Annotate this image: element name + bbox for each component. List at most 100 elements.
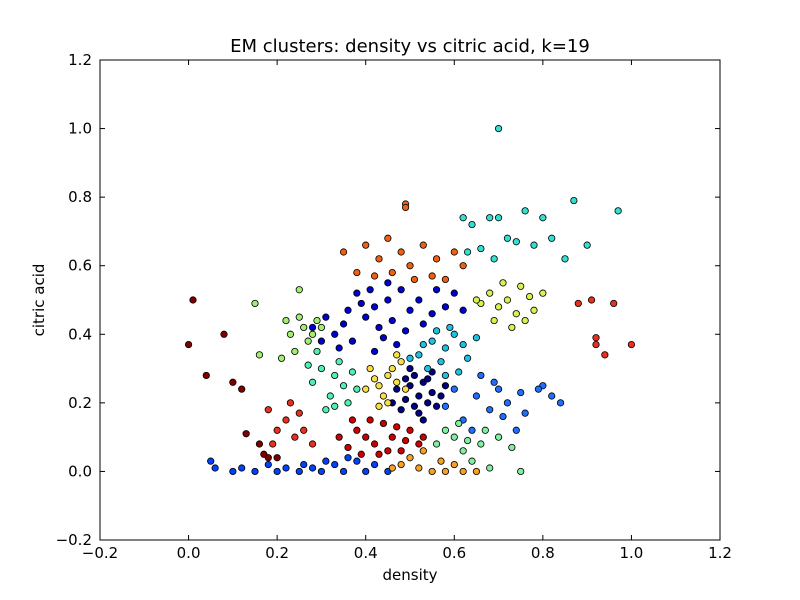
data-point xyxy=(539,289,547,297)
data-point xyxy=(229,467,237,476)
data-point xyxy=(450,385,458,393)
data-point xyxy=(317,467,326,476)
data-point xyxy=(344,399,352,407)
data-point xyxy=(393,340,401,349)
data-point xyxy=(295,467,303,476)
data-point xyxy=(282,464,290,472)
data-point xyxy=(494,214,503,222)
data-point xyxy=(335,358,343,366)
data-point xyxy=(370,347,379,356)
data-point xyxy=(317,364,326,373)
data-point xyxy=(401,375,410,383)
data-point xyxy=(446,323,454,332)
data-point xyxy=(419,447,427,455)
data-point xyxy=(455,419,463,428)
data-point xyxy=(326,392,334,400)
data-point xyxy=(291,347,299,356)
data-point xyxy=(313,347,321,356)
data-point xyxy=(481,426,489,434)
data-point xyxy=(362,467,370,476)
data-point xyxy=(357,450,365,458)
data-point xyxy=(468,426,476,434)
data-point xyxy=(406,306,414,314)
data-point xyxy=(406,454,414,462)
data-point xyxy=(291,433,299,441)
data-point xyxy=(220,330,228,338)
data-point xyxy=(432,286,441,294)
data-point xyxy=(494,433,503,441)
data-point xyxy=(521,316,529,325)
data-point xyxy=(556,399,565,407)
data-point xyxy=(401,327,410,335)
data-point xyxy=(486,464,494,472)
data-point xyxy=(388,433,396,441)
data-point xyxy=(441,382,450,390)
data-point xyxy=(428,272,436,280)
data-point xyxy=(494,385,503,393)
data-point xyxy=(428,310,436,318)
data-point xyxy=(512,238,520,246)
data-point xyxy=(339,248,348,256)
data-point xyxy=(388,464,396,472)
data-point xyxy=(494,303,503,311)
data-point xyxy=(503,399,512,407)
data-point xyxy=(348,416,357,424)
data-point xyxy=(397,248,405,256)
data-point xyxy=(459,467,467,476)
data-point xyxy=(539,214,547,222)
data-point xyxy=(401,395,410,404)
data-point xyxy=(437,358,445,366)
data-point xyxy=(397,406,405,414)
data-point xyxy=(490,378,498,386)
data-point xyxy=(512,426,520,434)
data-point xyxy=(406,354,414,362)
data-point xyxy=(207,457,215,465)
data-point xyxy=(313,316,321,325)
x-axis-label: density xyxy=(383,566,438,584)
data-point xyxy=(419,320,427,328)
data-point xyxy=(508,323,516,332)
data-point xyxy=(406,364,414,373)
x-tick-label: 0.0 xyxy=(177,544,201,562)
data-point xyxy=(397,286,405,294)
data-point xyxy=(410,371,419,380)
data-point xyxy=(397,460,405,469)
data-point xyxy=(561,255,569,263)
y-tick-label: 0.6 xyxy=(68,257,92,275)
data-point xyxy=(370,303,379,311)
data-point xyxy=(494,124,503,133)
data-point xyxy=(277,354,286,362)
data-point xyxy=(432,402,441,410)
data-point xyxy=(432,255,441,263)
data-point xyxy=(627,340,636,349)
data-point xyxy=(441,371,450,380)
data-point xyxy=(490,316,498,325)
data-point xyxy=(375,450,383,458)
data-point xyxy=(384,296,392,304)
data-point xyxy=(202,371,210,380)
data-point xyxy=(282,316,290,325)
data-point xyxy=(472,467,481,476)
points-layer xyxy=(184,124,636,476)
data-point xyxy=(348,337,357,345)
data-point xyxy=(428,337,436,345)
data-point xyxy=(512,310,520,318)
data-point xyxy=(308,330,317,338)
data-point xyxy=(437,392,445,400)
data-point xyxy=(393,385,401,393)
data-point xyxy=(428,388,436,397)
data-point xyxy=(366,364,374,373)
data-point xyxy=(499,412,507,421)
data-point xyxy=(308,464,317,472)
data-point xyxy=(370,272,379,280)
data-point xyxy=(410,402,419,410)
x-tick-label: 0.8 xyxy=(531,544,555,562)
data-point xyxy=(463,248,472,256)
data-point xyxy=(339,467,348,476)
data-point xyxy=(583,241,591,249)
data-point xyxy=(331,330,339,338)
data-point xyxy=(384,279,392,287)
data-point xyxy=(450,330,458,338)
data-point xyxy=(370,460,379,469)
data-point xyxy=(521,207,529,215)
